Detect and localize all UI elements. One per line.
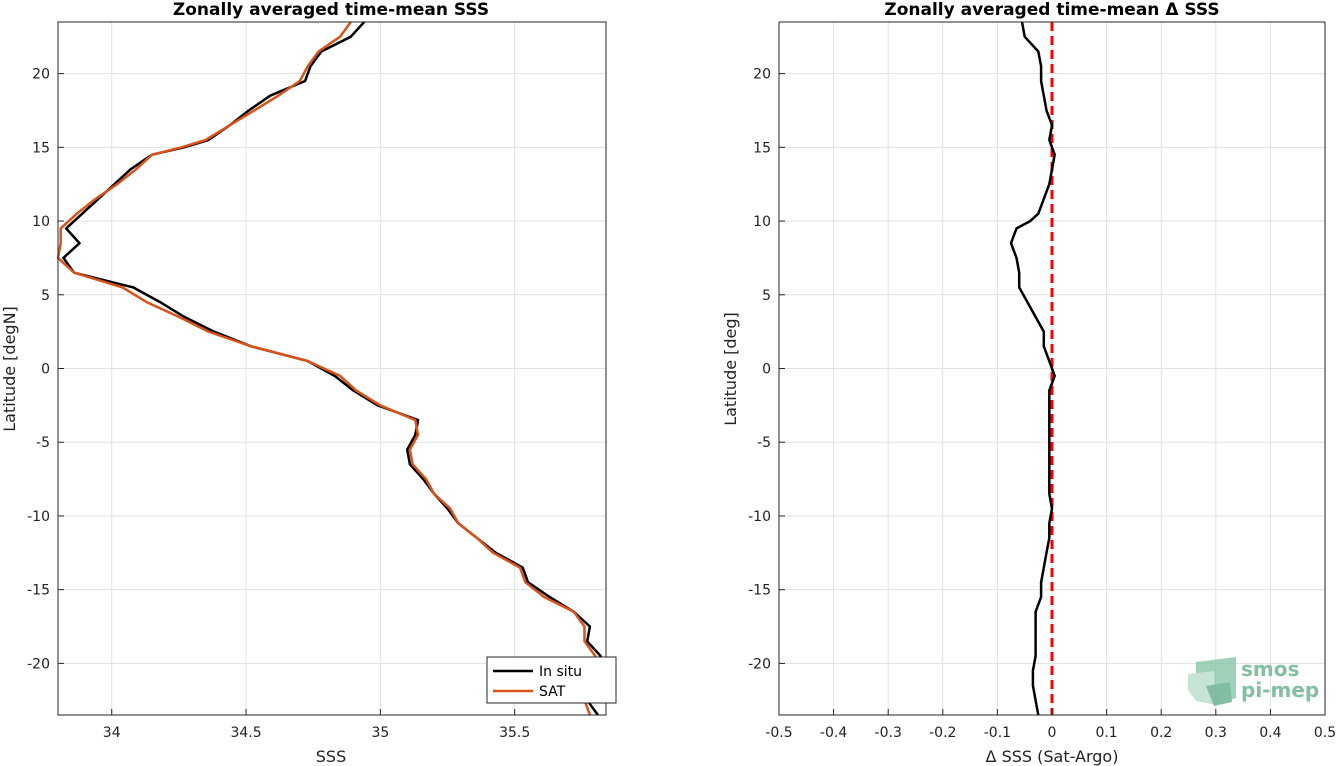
logo-line-2: pi-mep [1241,678,1319,702]
left-y-tick-label: 5 [41,288,50,304]
right-y-tick-label: 0 [762,362,771,378]
right-y-tick-label: 15 [753,140,771,156]
right-x-tick-label: -0.5 [765,725,792,741]
left-y-tick-label: 20 [32,67,50,83]
smos-pi-mep-logo: smos pi-mep [1188,657,1319,706]
logo-graphic-icon [1188,657,1236,706]
left-panel: Zonally averaged time-mean SSS 34 34.5 35 3… [0,0,617,766]
right-x-tick-label: 0 [1048,725,1057,741]
left-ticks: 34 34.5 35 35.5 -20 -15 -10 -5 0 5 10 15 20 [27,67,530,741]
right-y-tick-label: 5 [762,288,771,304]
left-x-tick-label: 35.5 [499,725,530,741]
left-series [56,21,608,716]
right-x-tick-label: -0.2 [929,725,956,741]
right-x-tick-label: 0.4 [1259,725,1281,741]
right-y-tick-label: 10 [753,214,771,230]
right-chart-title: Zonally averaged time-mean Δ SSS [884,0,1219,20]
left-x-axis-label: SSS [316,747,346,766]
left-chart-title: Zonally averaged time-mean SSS [173,0,489,20]
left-y-axis-label: Latitude [degN] [0,306,19,432]
right-y-tick-label: -20 [748,656,771,672]
left-x-tick-label: 35 [371,725,389,741]
right-y-tick-label: -15 [748,583,771,599]
logo-line-1: smos [1241,657,1299,681]
left-y-tick-label: -15 [27,583,50,599]
legend-box [486,656,617,704]
left-y-tick-label: -20 [27,656,50,672]
left-x-tick-label: 34 [103,725,121,741]
left-y-tick-label: 0 [41,362,50,378]
right-x-tick-label: 0.2 [1150,725,1172,741]
right-x-tick-label: 0.5 [1314,725,1336,741]
right-series-line-1 [1009,21,1056,716]
right-x-tick-label: 0.3 [1205,725,1227,741]
left-series-line-2 [56,21,597,716]
right-y-tick-label: 20 [753,67,771,83]
right-x-tick-label: -0.3 [875,725,902,741]
right-y-tick-label: -10 [748,509,771,525]
left-y-tick-label: 10 [32,214,50,230]
legend: In situ SAT [486,656,617,704]
legend-entry: SAT [539,684,566,700]
right-x-tick-label: -0.4 [820,725,847,741]
right-y-axis-label: Latitude [deg] [721,312,740,426]
left-y-tick-label: -10 [27,509,50,525]
legend-entry: In situ [539,664,582,680]
right-y-tick-label: -5 [757,435,771,451]
left-grid [58,22,606,715]
right-panel: Zonally averaged time-mean Δ SSS -0.5 -0.… [721,0,1336,766]
left-y-tick-label: 15 [32,140,50,156]
right-ticks: -0.5 -0.4 -0.3 -0.2 -0.1 0 0.1 0.2 0.3 0.4 0.5 -20 -… [748,67,1336,741]
right-x-axis-label: Δ SSS (Sat-Argo) [986,747,1119,766]
left-x-tick-label: 34.5 [230,725,261,741]
right-x-tick-label: 0.1 [1095,725,1117,741]
left-y-tick-label: -5 [36,435,50,451]
right-x-tick-label: -0.1 [984,725,1011,741]
right-series [1009,21,1056,716]
